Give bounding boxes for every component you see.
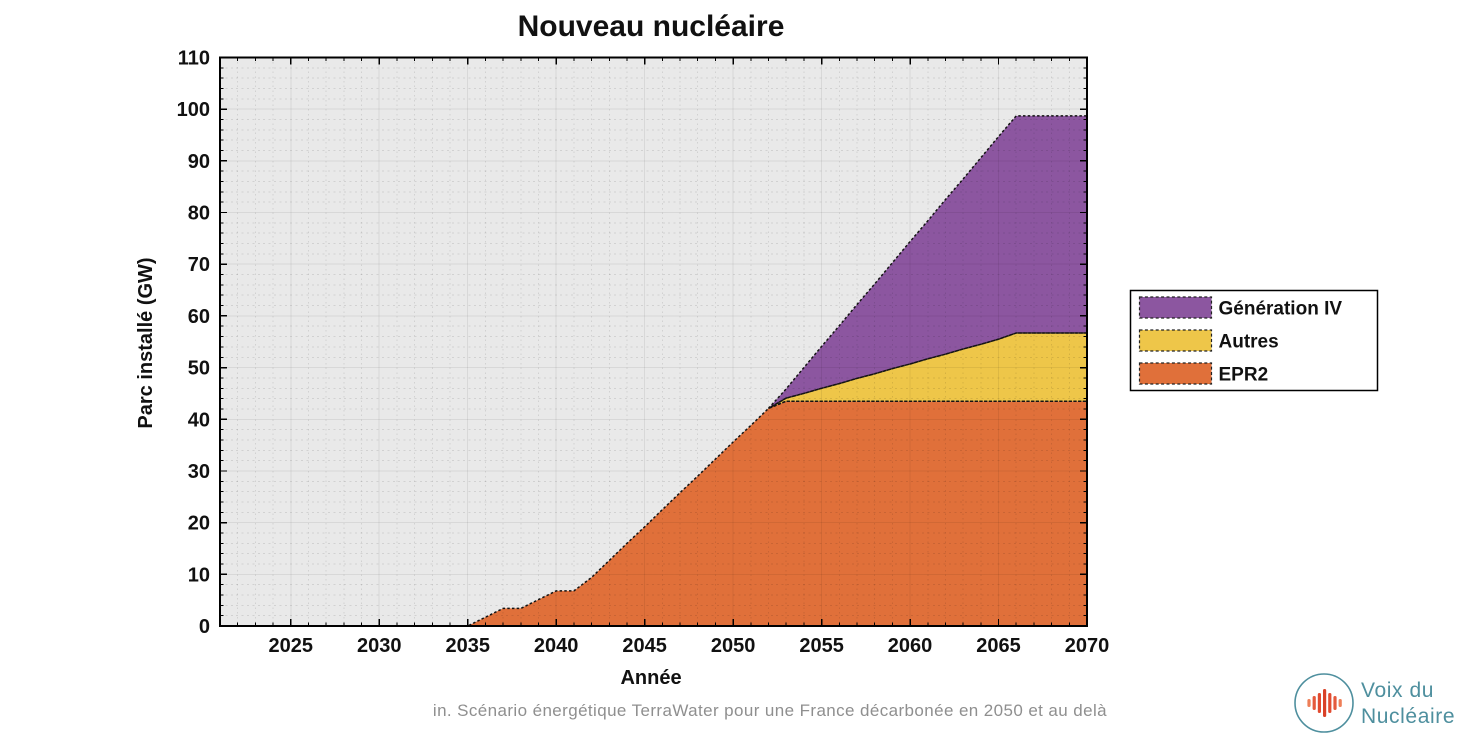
voix-du-nucleaire-logo: Voix du Nucléaire	[1294, 673, 1455, 733]
x-tick-label: 2050	[711, 635, 756, 657]
x-tick-label: 2045	[622, 635, 667, 657]
chart-title: Nouveau nucléaire	[518, 10, 785, 43]
y-tick-label: 80	[188, 203, 210, 225]
plot-box	[219, 56, 1088, 627]
x-tick-label: 2025	[269, 635, 314, 657]
legend-swatch-autres	[1138, 329, 1213, 352]
legend-swatch-g-n-ration-iv	[1138, 296, 1213, 319]
legend-entry-g-n-ration-iv: Génération IV	[1138, 296, 1343, 320]
legend-label: Autres	[1219, 332, 1279, 353]
y-tick-label: 20	[188, 513, 210, 535]
y-tick-label: 100	[177, 99, 210, 121]
logo-circle	[1294, 673, 1354, 733]
y-tick-label: 40	[188, 409, 210, 431]
tick-labels-layer: 2025 2030 2035 2040 2045 2050 2055 2060 2065 2070…	[177, 48, 1110, 658]
legend-label: EPR2	[1219, 365, 1269, 386]
x-tick-label: 2055	[799, 635, 844, 657]
y-tick-label: 30	[188, 461, 210, 483]
x-tick-label: 2065	[976, 635, 1021, 657]
x-axis-label: Année	[620, 667, 681, 689]
legend-label: Génération IV	[1219, 299, 1343, 320]
legend-entry-epr2: EPR2	[1138, 362, 1269, 386]
source-caption: in. Scénario énergétique TerraWater pour…	[433, 701, 1107, 720]
x-tick-label: 2030	[357, 635, 402, 657]
area-fills-layer	[220, 115, 1087, 626]
axes-layer	[219, 56, 1088, 627]
y-tick-label: 70	[188, 254, 210, 276]
legend: Génération IV Autres EPR2	[1129, 289, 1379, 392]
x-tick-label: 2060	[888, 635, 933, 657]
logo-text-line1: Voix du	[1361, 679, 1434, 702]
y-tick-label: 0	[199, 616, 210, 638]
y-tick-label: 50	[188, 358, 210, 380]
y-tick-label: 110	[178, 48, 210, 70]
area-border-autres	[768, 332, 1088, 410]
voice-wave-icon	[1307, 689, 1342, 717]
grid-layer	[219, 57, 1087, 626]
y-tick-label: 10	[188, 564, 210, 586]
area-autres	[768, 333, 1087, 409]
x-tick-label: 2035	[445, 635, 490, 657]
x-tick-label: 2040	[534, 635, 579, 657]
x-tick-label: 2070	[1065, 635, 1110, 657]
y-axis-label: Parc installé (GW)	[135, 257, 157, 428]
legend-swatch-epr2	[1138, 362, 1213, 385]
logo-text-line2: Nucléaire	[1361, 705, 1455, 728]
area-epr2	[220, 401, 1087, 626]
legend-entry-autres: Autres	[1138, 329, 1279, 353]
y-tick-label: 60	[188, 306, 210, 328]
y-tick-label: 90	[188, 151, 210, 173]
area-g-n-ration-iv	[768, 115, 1087, 409]
